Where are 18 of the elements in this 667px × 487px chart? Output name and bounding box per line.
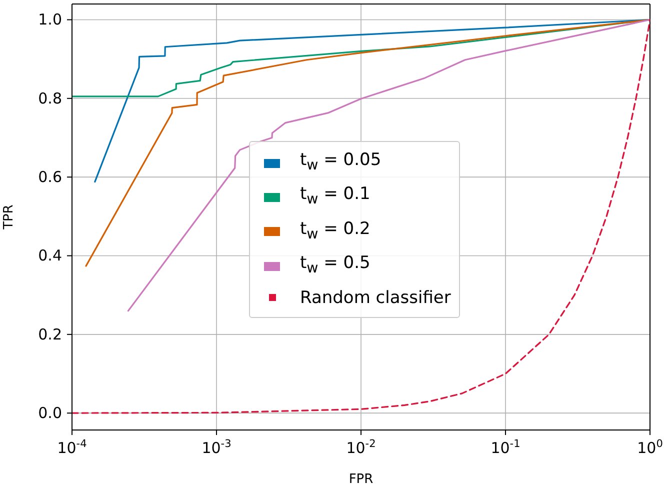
y-tick-label: 0.4 xyxy=(38,246,62,265)
legend-label: t$_{w}$ = 0.1 xyxy=(300,183,370,210)
x-tick-label: 10$^{-2}$ xyxy=(346,438,376,457)
x-tick-label: 10$^{0}$ xyxy=(637,438,663,457)
y-tick-label: 0.8 xyxy=(38,89,62,108)
x-tick-label: 10$^{-1}$ xyxy=(490,438,520,457)
x-axis-title: FPR xyxy=(348,472,374,487)
y-tick-label: 0.2 xyxy=(38,325,62,344)
y-tick-label: 1.0 xyxy=(38,10,62,29)
y-tick-label: 0.0 xyxy=(38,404,62,422)
legend-label: t$_{w}$ = 0.05 xyxy=(300,149,382,176)
legend-label: t$_{w}$ = 0.5 xyxy=(300,252,370,279)
legend-label: Random classifier xyxy=(300,286,451,310)
x-tick-label: 10$^{-3}$ xyxy=(202,438,232,457)
y-tick-label: 0.6 xyxy=(38,168,62,186)
y-axis-title: TPR xyxy=(2,204,17,230)
legend-label: t$_{w}$ = 0.2 xyxy=(300,218,370,244)
x-tick-label: 10$^{-4}$ xyxy=(57,438,88,457)
